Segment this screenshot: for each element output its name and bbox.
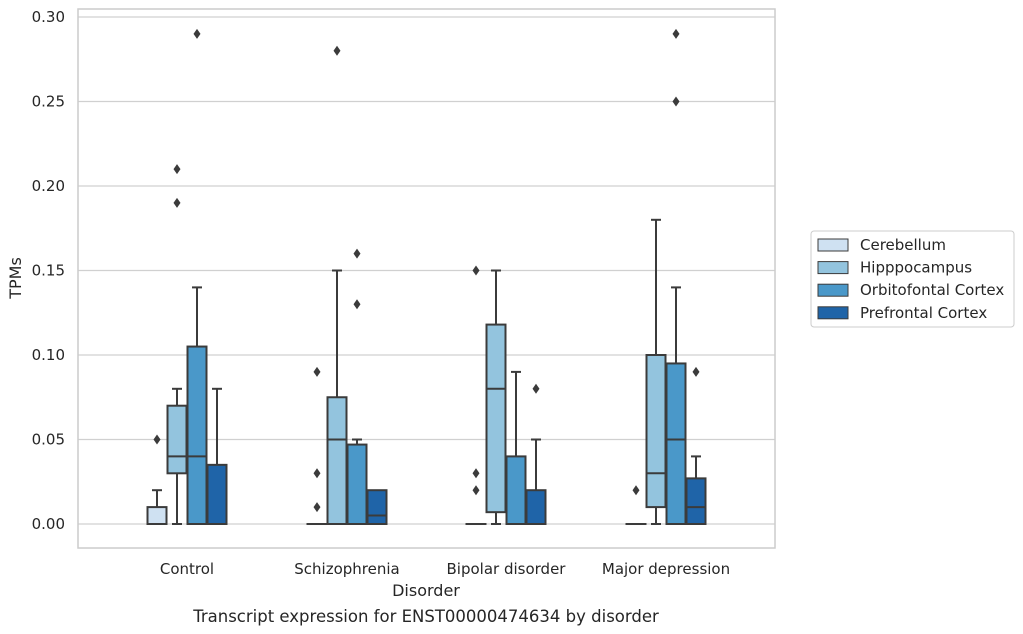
legend-swatch — [817, 283, 849, 297]
box-body — [685, 477, 707, 525]
outlier-point — [472, 485, 480, 496]
box-body — [346, 443, 368, 526]
box-body — [665, 362, 687, 526]
legend-entry-label: Prefrontal Cortex — [860, 304, 987, 322]
outlier-point — [472, 468, 480, 479]
outlier-point — [532, 383, 540, 394]
box-body — [366, 489, 388, 526]
box-body — [146, 506, 168, 526]
box-body — [485, 323, 507, 514]
legend: Cerebellum Hipppocampus Orbitofontal Corte… — [810, 230, 1015, 328]
box-hipppocampus — [326, 45, 348, 525]
y-tick-label: 0.15 — [32, 262, 65, 280]
y-tick-label: 0.10 — [32, 346, 65, 364]
box-body — [525, 489, 547, 526]
legend-swatch — [817, 261, 849, 275]
y-tick-label: 0.20 — [32, 177, 65, 195]
box-orbitofontal-cortex — [346, 248, 368, 526]
outlier-point — [353, 248, 361, 259]
figure-caption: Transcript expression for ENST0000047463… — [192, 607, 659, 626]
outlier-point — [173, 164, 181, 175]
outlier-point — [472, 265, 480, 276]
x-tick-label: Major depression — [602, 560, 730, 578]
x-tick-labels: Control Schizophrenia Bipolar disorder Majo… — [160, 560, 730, 578]
box-body — [645, 354, 667, 509]
box-orbitofontal-cortex — [505, 370, 527, 525]
box-body — [186, 345, 208, 525]
box-hipppocampus — [166, 164, 188, 525]
outlier-point — [153, 434, 161, 445]
x-axis-label: Disorder — [392, 581, 460, 600]
outlier-point — [632, 485, 640, 496]
x-tick-label: Control — [160, 560, 214, 578]
box-body — [505, 455, 527, 525]
box-orbitofontal-cortex — [665, 28, 687, 526]
y-tick-labels: 0.00 0.05 0.10 0.15 0.20 0.25 0.30 — [32, 8, 65, 533]
box-orbitofontal-cortex — [186, 28, 208, 525]
y-tick-label: 0.00 — [32, 515, 65, 533]
outlier-point — [313, 468, 321, 479]
legend-frame — [810, 230, 1015, 328]
box-prefrontal-cortex — [206, 387, 228, 526]
outlier-point — [353, 299, 361, 310]
y-tick-label: 0.05 — [32, 431, 65, 449]
outlier-point — [672, 96, 680, 107]
outlier-point — [193, 28, 201, 39]
y-axis-label: TPMs — [6, 257, 25, 300]
box-cerebellum — [625, 485, 647, 526]
legend-entry-label: Hipppocampus — [860, 259, 972, 277]
legend-entry-label: Cerebellum — [860, 236, 946, 254]
box-hipppocampus — [485, 269, 507, 525]
legend-swatch — [817, 306, 849, 320]
box-body — [166, 404, 188, 475]
box-series — [146, 28, 707, 526]
plot-area-frame — [77, 8, 776, 549]
box-prefrontal-cortex — [366, 489, 388, 526]
box-cerebellum — [465, 265, 487, 526]
box-prefrontal-cortex — [525, 383, 547, 526]
outlier-point — [313, 502, 321, 513]
y-tick-label: 0.30 — [32, 8, 65, 26]
box-body — [206, 463, 228, 526]
box-body — [326, 396, 348, 525]
legend-swatch — [817, 238, 849, 252]
box-prefrontal-cortex — [685, 366, 707, 525]
box-cerebellum — [306, 366, 328, 526]
box-hipppocampus — [645, 218, 667, 525]
x-tick-label: Schizophrenia — [294, 560, 399, 578]
outlier-point — [692, 366, 700, 377]
outlier-point — [173, 197, 181, 208]
outlier-point — [313, 366, 321, 377]
outlier-point — [672, 28, 680, 39]
box-cerebellum — [146, 434, 168, 526]
x-tick-label: Bipolar disorder — [447, 560, 567, 578]
y-tick-label: 0.25 — [32, 93, 65, 111]
legend-entry-label: Orbitofontal Cortex — [860, 281, 1004, 299]
outlier-point — [333, 45, 341, 56]
